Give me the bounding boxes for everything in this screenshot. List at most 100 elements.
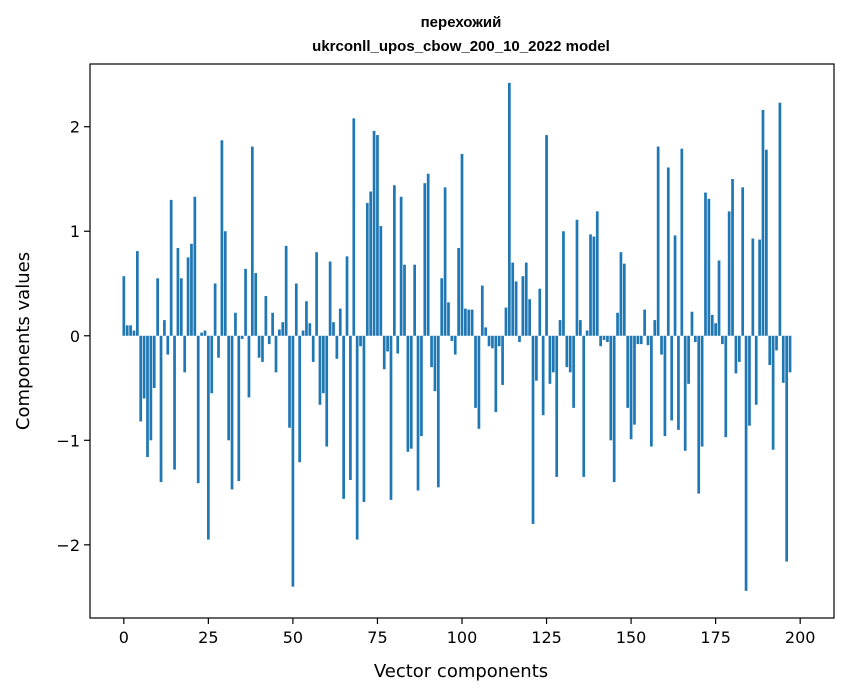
bar-85 [409, 335, 413, 449]
bar-119 [524, 262, 528, 336]
bar-84 [406, 335, 410, 452]
y-axis-ticks: −2 −1 0 1 2 [56, 118, 90, 555]
x-axis-ticks: 0 25 50 75 100 125 150 175 200 [119, 618, 816, 647]
bar-71 [362, 335, 366, 502]
bar-168 [690, 311, 694, 336]
bar-59 [321, 335, 325, 394]
y-axis-label: Components values [13, 252, 34, 430]
bar-193 [775, 335, 778, 351]
bar-52 [298, 335, 302, 463]
bar-147 [619, 252, 623, 336]
bar-184 [744, 335, 748, 591]
bar-44 [271, 312, 274, 336]
bar-139 [592, 236, 596, 336]
x-tick-label: 125 [531, 628, 562, 647]
bar-112 [501, 335, 504, 385]
bar-126 [548, 335, 552, 384]
bar-132 [568, 335, 572, 373]
bar-116 [514, 281, 518, 336]
bar-157 [653, 320, 657, 336]
bar-101 [464, 308, 467, 336]
bar-72 [365, 203, 369, 336]
bar-172 [704, 192, 707, 336]
bar-191 [768, 335, 772, 366]
bar-122 [535, 335, 538, 381]
bar-91 [430, 335, 433, 368]
x-tick-label: 75 [367, 628, 387, 647]
bar-24 [203, 330, 207, 336]
bar-37 [247, 335, 251, 398]
bar-165 [680, 148, 684, 336]
bar-93 [436, 335, 440, 488]
bar-81 [396, 335, 400, 354]
bar-5 [139, 335, 143, 422]
bar-160 [663, 335, 667, 437]
bar-67 [349, 335, 352, 481]
bar-15 [173, 335, 176, 470]
bar-47 [281, 322, 285, 336]
bar-4 [135, 251, 139, 336]
bar-143 [606, 335, 609, 343]
bar-113 [504, 307, 508, 336]
bar-153 [639, 335, 643, 345]
bar-163 [673, 235, 677, 336]
bar-190 [765, 149, 768, 336]
bar-77 [382, 335, 386, 370]
bar-21 [193, 196, 197, 336]
x-tick-label: 175 [700, 628, 731, 647]
bar-120 [528, 299, 531, 336]
bar-179 [727, 211, 731, 336]
bar-65 [342, 335, 345, 499]
bar-90 [426, 173, 430, 336]
plot-frame [89, 63, 835, 619]
bar-111 [497, 335, 501, 347]
bar-150 [629, 335, 633, 440]
bar-175 [714, 323, 717, 336]
bar-117 [518, 335, 521, 343]
bar-3 [132, 330, 136, 336]
bar-64 [338, 308, 342, 336]
bar-42 [264, 296, 268, 336]
bar-129 [558, 320, 562, 336]
bar-125 [545, 135, 548, 336]
bar-195 [781, 335, 785, 383]
bar-50 [291, 335, 295, 587]
bar-82 [399, 196, 403, 336]
bar-156 [650, 335, 653, 447]
y-tick-label: 2 [70, 118, 80, 137]
bar-28 [217, 335, 220, 358]
bar-106 [480, 285, 484, 336]
x-tick-label: 25 [198, 628, 218, 647]
bar-162 [670, 335, 674, 421]
x-tick-label: 200 [785, 628, 816, 647]
bar-177 [721, 335, 724, 345]
bar-118 [521, 276, 525, 336]
bar-63 [335, 335, 339, 359]
bar-128 [555, 335, 559, 477]
bar-57 [315, 252, 318, 336]
bar-134 [575, 219, 579, 336]
bar-60 [325, 335, 329, 447]
bar-31 [227, 335, 231, 441]
bar-45 [274, 335, 278, 373]
bar-133 [572, 335, 575, 408]
bar-197 [788, 335, 792, 373]
bar-55 [308, 323, 312, 336]
bar-169 [693, 335, 697, 343]
bar-131 [565, 335, 569, 368]
bar-27 [213, 283, 217, 336]
bar-136 [582, 335, 586, 477]
bar-107 [484, 327, 488, 336]
bar-76 [379, 226, 383, 336]
bar-12 [163, 320, 166, 336]
bar-series [122, 82, 792, 591]
bar-164 [677, 335, 680, 430]
bar-186 [751, 238, 755, 336]
bar-38 [250, 146, 254, 336]
bar-25 [207, 335, 210, 540]
bar-155 [646, 335, 650, 346]
chart-title-line-1: перехожий [421, 14, 502, 31]
bar-170 [697, 335, 701, 494]
bar-108 [487, 335, 491, 347]
